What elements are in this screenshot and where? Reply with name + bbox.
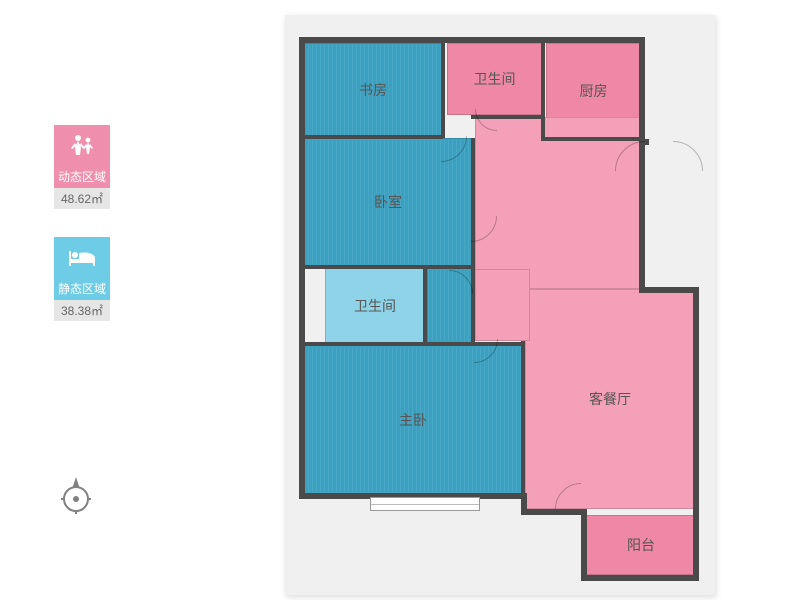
legend-dynamic-label: 动态区域 xyxy=(54,165,110,188)
room-bath2: 卫生间 xyxy=(325,268,425,343)
legend: 动态区域 48.62㎡ 静态区域 38.38㎡ xyxy=(48,125,116,349)
wall xyxy=(303,135,443,139)
room-label-master: 主卧 xyxy=(399,410,427,430)
wall xyxy=(541,43,545,138)
wall xyxy=(639,37,645,143)
wall xyxy=(521,509,585,515)
room-bath1: 卫生间 xyxy=(447,43,542,115)
room-master: 主卧 xyxy=(303,345,523,495)
wall xyxy=(423,268,427,345)
wall xyxy=(299,37,645,43)
room-label-kitchen: 厨房 xyxy=(580,81,608,101)
wall xyxy=(581,509,587,579)
people-icon xyxy=(54,125,110,165)
door-swing xyxy=(643,141,703,201)
wall xyxy=(581,575,699,581)
legend-static-label: 静态区域 xyxy=(54,277,110,300)
room-label-living_lower: 客餐厅 xyxy=(589,389,631,409)
wall xyxy=(471,138,475,268)
room-label-study: 书房 xyxy=(359,80,387,100)
room-label-bedroom: 卧室 xyxy=(374,192,402,212)
window-sill xyxy=(370,497,480,511)
wall xyxy=(441,43,445,138)
floorplan: 书房卫生间厨房卧室卫生间主卧客餐厅阳台 xyxy=(285,15,715,595)
wall xyxy=(639,287,697,293)
legend-dynamic-value: 48.62㎡ xyxy=(54,188,110,209)
bed-icon xyxy=(54,237,110,277)
legend-dynamic-block: 动态区域 48.62㎡ xyxy=(48,125,116,209)
room-living_lower: 客餐厅 xyxy=(525,289,695,509)
wall xyxy=(693,287,699,511)
legend-static-value: 38.38㎡ xyxy=(54,300,110,321)
room-living_upper xyxy=(475,117,643,289)
wall xyxy=(541,137,643,141)
room-living_mid xyxy=(475,269,530,341)
wall xyxy=(471,268,475,344)
room-study: 书房 xyxy=(303,43,443,136)
room-balcony: 阳台 xyxy=(585,515,697,575)
legend-static-block: 静态区域 38.38㎡ xyxy=(48,237,116,321)
room-label-bath2: 卫生间 xyxy=(354,296,396,316)
wall xyxy=(521,341,525,497)
room-label-bath1: 卫生间 xyxy=(474,69,516,89)
room-label-balcony: 阳台 xyxy=(627,535,655,555)
wall xyxy=(693,509,699,579)
wall xyxy=(303,265,475,269)
compass-icon xyxy=(56,475,96,515)
